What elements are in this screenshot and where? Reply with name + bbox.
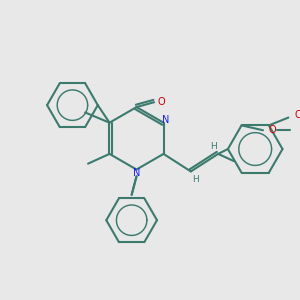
Text: O: O <box>269 125 277 135</box>
Text: O: O <box>157 97 165 107</box>
Text: H: H <box>210 142 217 151</box>
Text: N: N <box>133 168 140 178</box>
Text: O: O <box>294 110 300 120</box>
Text: H: H <box>192 175 199 184</box>
Text: N: N <box>162 115 169 125</box>
